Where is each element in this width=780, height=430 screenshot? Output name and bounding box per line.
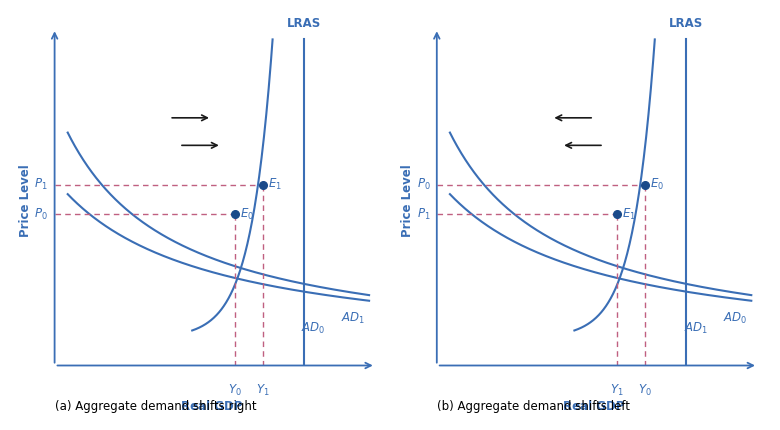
Text: Price Level: Price Level [19, 164, 32, 237]
Text: $Y_0$: $Y_0$ [638, 383, 652, 398]
Text: $P_1$: $P_1$ [417, 206, 431, 222]
Text: LRAS: LRAS [668, 17, 703, 30]
Text: $AD_1$: $AD_1$ [341, 310, 365, 326]
Text: $AD_1$: $AD_1$ [683, 321, 707, 336]
Text: (b) Aggregate demand shifts left: (b) Aggregate demand shifts left [437, 400, 629, 413]
Text: LRAS: LRAS [286, 17, 321, 30]
Text: Real GDP: Real GDP [181, 400, 243, 413]
Text: $E_0$: $E_0$ [650, 177, 664, 193]
Text: $E_1$: $E_1$ [268, 177, 282, 193]
Text: $AD_0$: $AD_0$ [723, 310, 747, 326]
Text: Price Level: Price Level [401, 164, 414, 237]
Text: Real GDP: Real GDP [563, 400, 625, 413]
Text: $Y_0$: $Y_0$ [228, 383, 242, 398]
Text: $Y_1$: $Y_1$ [256, 383, 269, 398]
Text: $P_1$: $P_1$ [34, 177, 48, 193]
Text: $P_0$: $P_0$ [417, 177, 431, 193]
Text: $E_0$: $E_0$ [239, 206, 254, 222]
Text: $P_0$: $P_0$ [34, 206, 48, 222]
Text: $AD_0$: $AD_0$ [301, 321, 325, 336]
Text: $Y_1$: $Y_1$ [610, 383, 624, 398]
Text: (a) Aggregate demand shifts right: (a) Aggregate demand shifts right [55, 400, 256, 413]
Text: $E_1$: $E_1$ [622, 206, 636, 222]
